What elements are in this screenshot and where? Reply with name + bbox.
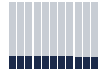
Bar xyxy=(34,56,41,69)
Bar xyxy=(75,2,82,57)
Bar xyxy=(83,2,90,57)
Bar xyxy=(9,56,16,69)
Bar xyxy=(50,2,57,56)
Bar xyxy=(83,57,90,69)
Bar xyxy=(9,2,16,56)
Bar xyxy=(25,56,32,69)
Bar xyxy=(42,56,49,69)
Bar xyxy=(58,56,65,69)
Bar xyxy=(66,56,73,69)
Bar xyxy=(42,2,49,56)
Bar xyxy=(58,2,65,56)
Bar xyxy=(66,2,73,56)
Bar xyxy=(34,2,41,56)
Bar xyxy=(25,2,32,56)
Bar xyxy=(75,57,82,69)
Bar xyxy=(91,57,98,69)
Bar xyxy=(50,56,57,69)
Bar xyxy=(17,2,24,56)
Bar xyxy=(17,56,24,69)
Bar xyxy=(91,2,98,57)
